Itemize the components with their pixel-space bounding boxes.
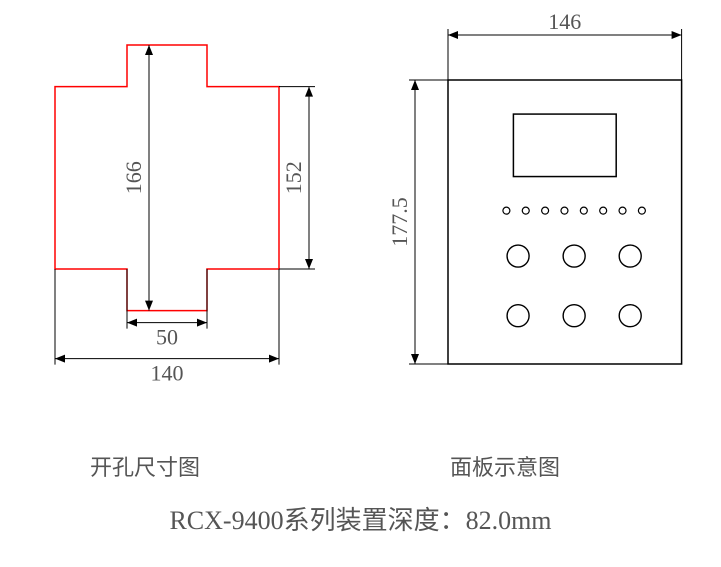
svg-text:177.5: 177.5 bbox=[387, 197, 412, 247]
svg-text:152: 152 bbox=[281, 161, 306, 194]
cutout-dimension-drawing: 166 152 50 140 bbox=[30, 10, 360, 430]
svg-text:146: 146 bbox=[548, 9, 581, 34]
panel-schematic-drawing: 146 177.5 bbox=[370, 5, 710, 430]
svg-text:50: 50 bbox=[156, 325, 178, 350]
svg-text:140: 140 bbox=[151, 361, 184, 386]
right-caption: 面板示意图 bbox=[450, 450, 560, 482]
footer-text: RCX-9400系列装置深度：82.0mm bbox=[0, 500, 721, 537]
svg-text:166: 166 bbox=[121, 161, 146, 194]
left-caption: 开孔尺寸图 bbox=[90, 450, 200, 482]
